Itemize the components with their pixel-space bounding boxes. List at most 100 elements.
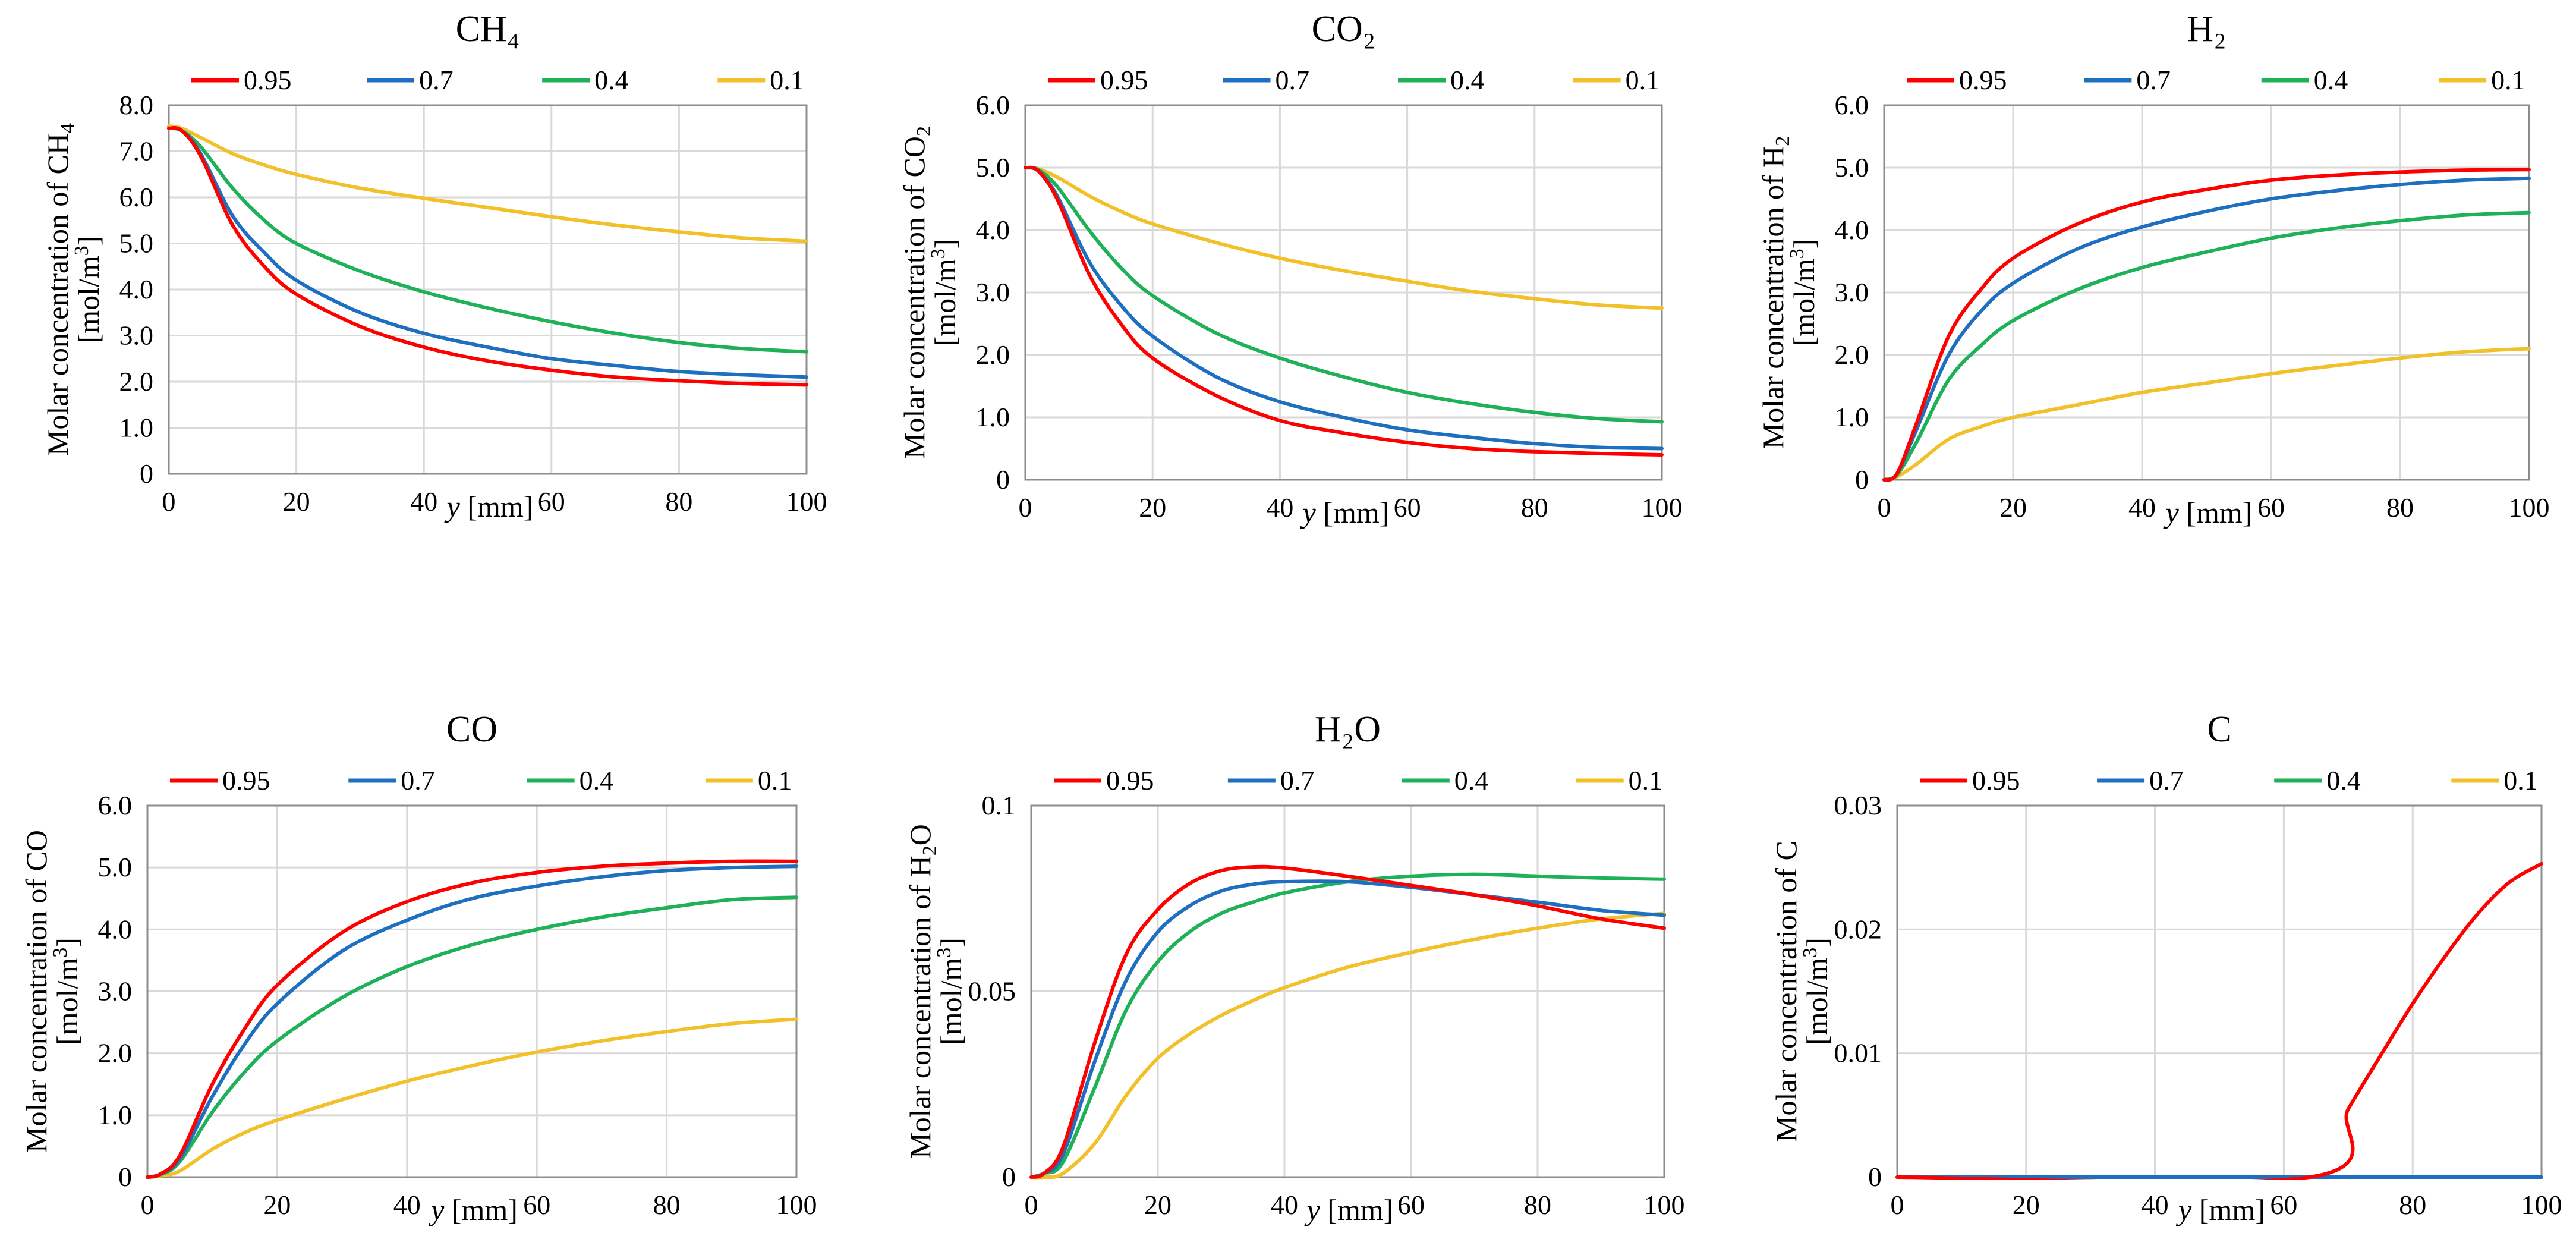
series-line-0.7 bbox=[146, 864, 798, 1179]
y-tick-label: 5.0 bbox=[119, 228, 154, 259]
series-line-0.7 bbox=[1882, 176, 2531, 482]
series-line-0.95 bbox=[1024, 165, 1664, 457]
y-axis-unit-label: [mol/m3] bbox=[933, 938, 968, 1045]
legend-label-0.7: 0.7 bbox=[401, 765, 435, 795]
series-line-0.1 bbox=[1882, 347, 2531, 482]
legend-label-0.1: 0.1 bbox=[1626, 65, 1660, 95]
y-tick-label: 0 bbox=[1002, 1162, 1016, 1192]
series-line-0.1 bbox=[1024, 166, 1664, 310]
y-axis-label: Molar concentration of CH4 bbox=[41, 123, 78, 456]
x-axis-label: y [mm] bbox=[1304, 1193, 1394, 1226]
chart-title: CO₂ bbox=[1312, 9, 1376, 49]
y-tick-label: 0.01 bbox=[1834, 1038, 1882, 1068]
x-tick-label: 20 bbox=[1144, 1190, 1172, 1220]
x-tick-label: 20 bbox=[1139, 492, 1166, 523]
x-tick-label: 60 bbox=[523, 1190, 550, 1220]
y-axis-unit-label: [mol/m3] bbox=[1786, 239, 1821, 347]
chart-title: CH₄ bbox=[456, 9, 520, 49]
plot-frame bbox=[1883, 104, 2530, 481]
legend-label-0.95: 0.95 bbox=[222, 765, 270, 795]
series-line-0.4 bbox=[1029, 872, 1666, 1179]
y-tick-label: 4.0 bbox=[119, 274, 154, 304]
chart-panel-2: 0 1.0 2.0 3.0 4.0 5.0 6.0 0 20 40 60 80 100 y [mm] Mol… bbox=[1756, 9, 2550, 529]
x-tick-label: 60 bbox=[2270, 1190, 2297, 1220]
y-tick-label: 1.0 bbox=[98, 1100, 133, 1130]
y-tick-label: 5.0 bbox=[976, 152, 1010, 183]
y-tick-label: 2.0 bbox=[976, 339, 1010, 370]
x-tick-label: 40 bbox=[410, 486, 437, 517]
chart-title: C bbox=[2207, 709, 2231, 750]
legend-label-0.4: 0.4 bbox=[580, 765, 614, 795]
y-tick-label: 0.03 bbox=[1834, 790, 1882, 820]
y-axis-label: Molar concentration of H2 bbox=[1756, 136, 1794, 449]
series-line-0.95 bbox=[1895, 861, 2543, 1180]
legend-label-0.95: 0.95 bbox=[1959, 65, 2007, 95]
y-tick-label: 1.0 bbox=[976, 402, 1010, 432]
y-tick-label: 0 bbox=[1868, 1162, 1882, 1192]
legend-label-0.4: 0.4 bbox=[2314, 65, 2348, 95]
x-tick-label: 60 bbox=[1394, 492, 1421, 523]
x-tick-label: 100 bbox=[1644, 1190, 1685, 1220]
legend-label-0.95: 0.95 bbox=[244, 65, 292, 95]
legend-label-0.7: 0.7 bbox=[2149, 765, 2184, 795]
x-tick-label: 0 bbox=[141, 1190, 155, 1220]
x-axis-label: y [mm] bbox=[2175, 1193, 2265, 1226]
y-tick-label: 0 bbox=[1855, 464, 1869, 495]
x-tick-label: 40 bbox=[1266, 492, 1293, 523]
plot-frame bbox=[146, 804, 798, 1178]
y-axis-unit-label: [mol/m3] bbox=[927, 239, 962, 347]
series-line-0.95 bbox=[146, 859, 798, 1179]
series-line-0.4 bbox=[167, 126, 808, 354]
x-tick-label: 100 bbox=[786, 486, 827, 517]
legend-label-0.7: 0.7 bbox=[419, 65, 454, 95]
legend-label-0.95: 0.95 bbox=[1972, 765, 2020, 795]
x-tick-label: 0 bbox=[1019, 492, 1032, 523]
y-tick-label: 5.0 bbox=[1835, 152, 1869, 183]
x-tick-label: 20 bbox=[2013, 1190, 2040, 1220]
y-tick-label: 6.0 bbox=[976, 90, 1010, 120]
y-axis-label: Molar concentration of H2O bbox=[903, 824, 941, 1159]
x-tick-label: 20 bbox=[1999, 492, 2027, 523]
y-tick-label: 0 bbox=[140, 458, 153, 489]
chart-panel-1: 0 1.0 2.0 3.0 4.0 5.0 6.0 0 20 40 60 80 100 y [mm] Mol… bbox=[897, 9, 1683, 529]
chart-panel-5: 0 0.01 0.02 0.03 0 20 40 60 80 100 y [mm] Molar con… bbox=[1769, 709, 2562, 1226]
y-tick-label: 1.0 bbox=[119, 413, 154, 443]
x-tick-label: 40 bbox=[2128, 492, 2156, 523]
y-tick-label: 3.0 bbox=[976, 277, 1010, 307]
x-tick-label: 0 bbox=[1878, 492, 1891, 523]
y-tick-label: 7.0 bbox=[119, 136, 154, 166]
y-tick-label: 3.0 bbox=[1835, 277, 1869, 307]
x-tick-label: 80 bbox=[1524, 1190, 1551, 1220]
x-axis-label: y [mm] bbox=[2163, 496, 2253, 529]
series-line-0.95 bbox=[167, 126, 808, 387]
plot-frame bbox=[1030, 804, 1665, 1178]
y-axis-label: Molar concentration of CO bbox=[20, 830, 53, 1153]
legend-label-0.7: 0.7 bbox=[2136, 65, 2171, 95]
legend-label-0.7: 0.7 bbox=[1280, 765, 1315, 795]
series-line-0.7 bbox=[1029, 879, 1666, 1179]
y-axis-unit-label: [mol/m3] bbox=[71, 236, 105, 344]
x-tick-label: 40 bbox=[1271, 1190, 1298, 1220]
legend-label-0.4: 0.4 bbox=[594, 65, 629, 95]
y-tick-label: 2.0 bbox=[98, 1038, 133, 1068]
y-tick-label: 1.0 bbox=[1835, 402, 1869, 432]
x-tick-label: 40 bbox=[393, 1190, 421, 1220]
y-tick-label: 6.0 bbox=[98, 790, 133, 820]
x-axis-label: y [mm] bbox=[444, 490, 534, 523]
y-tick-label: 6.0 bbox=[119, 182, 154, 212]
y-tick-label: 2.0 bbox=[119, 366, 154, 397]
x-tick-label: 80 bbox=[665, 486, 692, 517]
y-tick-label: 4.0 bbox=[98, 914, 133, 944]
x-tick-label: 80 bbox=[653, 1190, 681, 1220]
legend-label-0.95: 0.95 bbox=[1100, 65, 1148, 95]
y-tick-label: 4.0 bbox=[1835, 215, 1869, 245]
x-tick-label: 20 bbox=[283, 486, 310, 517]
series-line-0.95 bbox=[1029, 864, 1666, 1179]
y-axis-label: Molar concentration of CO2 bbox=[897, 126, 935, 459]
series-line-0.7 bbox=[1024, 165, 1664, 451]
y-axis-unit-label: [mol/m3] bbox=[1799, 938, 1834, 1045]
legend-label-0.1: 0.1 bbox=[1629, 765, 1663, 795]
chart-title: H₂O bbox=[1315, 709, 1381, 750]
chart-panel-4: 0 0.05 0.1 0 20 40 60 80 100 y [mm] Molar concentr… bbox=[903, 709, 1685, 1226]
